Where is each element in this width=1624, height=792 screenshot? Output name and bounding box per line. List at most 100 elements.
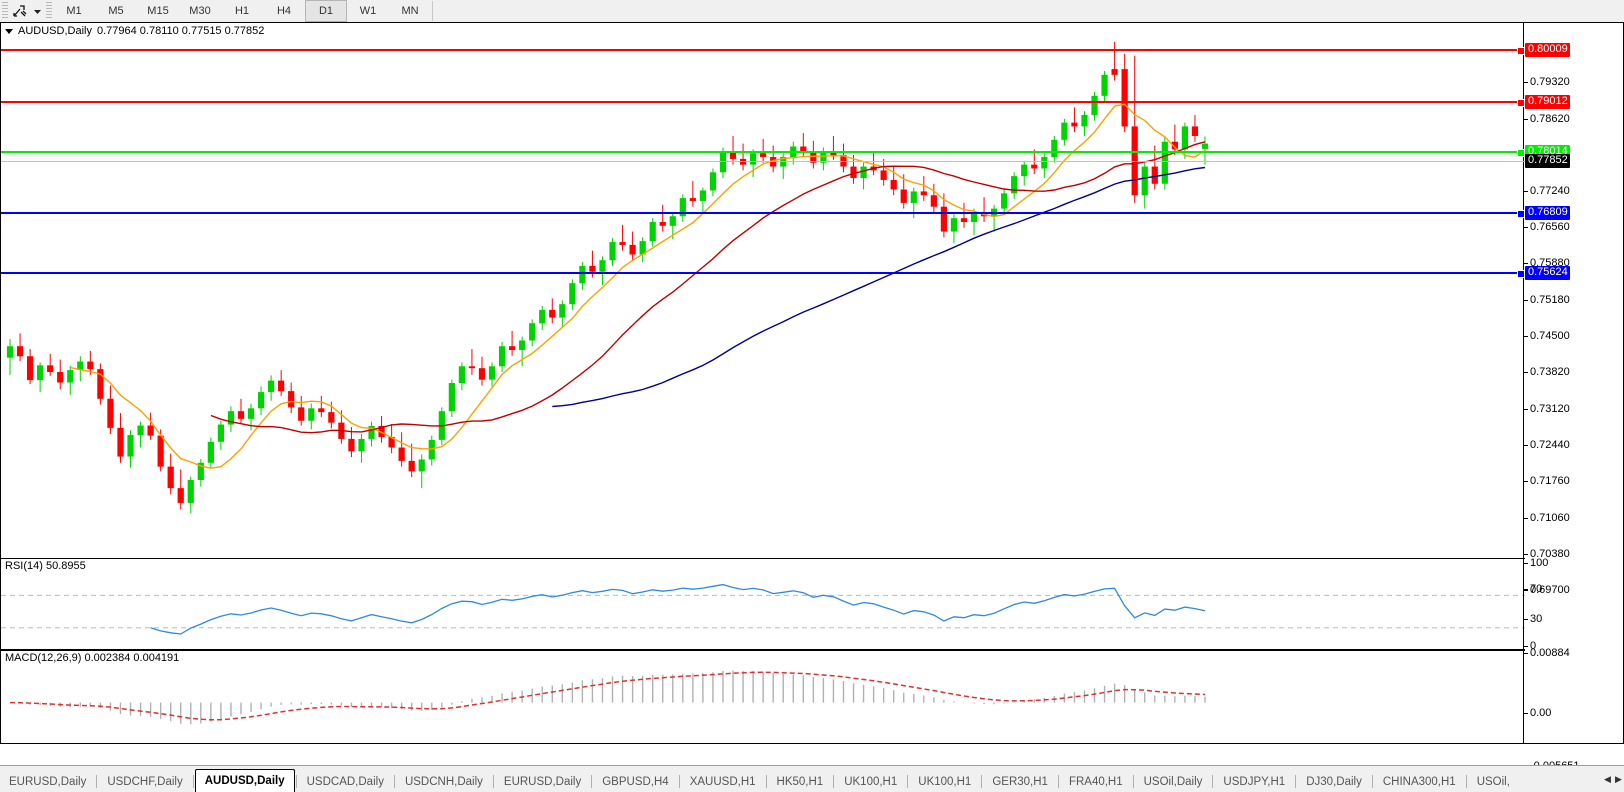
ma-fast-line bbox=[70, 103, 1206, 469]
price-tick-mark bbox=[1524, 589, 1528, 590]
chart-tab-audusd-daily[interactable]: AUDUSD,Daily bbox=[194, 769, 295, 792]
price-pane[interactable] bbox=[1, 39, 1525, 555]
chart-symbol-label: AUDUSD,Daily bbox=[18, 25, 92, 37]
price-tick-mark bbox=[1524, 82, 1528, 83]
level-line-0.75624[interactable] bbox=[1, 272, 1525, 274]
crosshair-cursor-icon[interactable] bbox=[8, 1, 30, 21]
timeframe-button-m1[interactable]: M1 bbox=[66, 5, 82, 17]
price-tick-mark bbox=[1524, 481, 1528, 482]
timeframe-button-m30[interactable]: M30 bbox=[189, 5, 211, 17]
tab-separator bbox=[833, 775, 835, 788]
macd-tick-label: 0.00884 bbox=[1530, 647, 1570, 659]
chart-tab-dj30-daily[interactable]: DJ30,Daily bbox=[1306, 776, 1362, 788]
rsi-label: RSI(14) 50.8955 bbox=[5, 560, 86, 572]
price-tick-mark bbox=[1524, 372, 1528, 373]
chart-tab-uk100-h1[interactable]: UK100,H1 bbox=[918, 776, 972, 788]
price-tick-mark bbox=[1524, 227, 1528, 228]
chart-tab-usoil-[interactable]: USOil, bbox=[1476, 776, 1510, 788]
price-tick-label: 0.78620 bbox=[1530, 113, 1570, 125]
price-tick-label: 0.73820 bbox=[1530, 366, 1570, 378]
level-handle-0.76809[interactable] bbox=[1517, 210, 1525, 218]
chevron-left-icon[interactable]: ◀ bbox=[1604, 773, 1611, 784]
chart-tab-usoil-daily[interactable]: USOil,Daily bbox=[1143, 776, 1203, 788]
price-scale[interactable]: 0.79320 0.78620 0.77240 0.76560 0.75880 0.751… bbox=[1523, 23, 1623, 772]
chart-tab-xauusd-h1[interactable]: XAUUSD,H1 bbox=[689, 776, 756, 788]
price-tag-0.79012[interactable]: 0.79012 bbox=[1525, 95, 1570, 109]
level-handle-0.79012[interactable] bbox=[1517, 99, 1525, 107]
tab-separator bbox=[393, 775, 395, 788]
price-tick-mark bbox=[1524, 263, 1528, 264]
timeframe-button-w1[interactable]: W1 bbox=[359, 5, 377, 17]
price-tick-label: 0.74500 bbox=[1530, 330, 1570, 342]
rsi-tick-label: 100 bbox=[1530, 557, 1549, 569]
chevron-down-icon[interactable] bbox=[30, 1, 44, 21]
timeframe-button-m15[interactable]: M15 bbox=[147, 5, 169, 17]
price-tick-mark bbox=[1524, 619, 1528, 620]
chevron-right-icon[interactable]: ▶ bbox=[1615, 773, 1622, 784]
chart-tab-eurusd-daily[interactable]: EURUSD,Daily bbox=[9, 776, 87, 788]
level-line-0.80009[interactable] bbox=[1, 49, 1525, 51]
toolbar-drag-handle[interactable] bbox=[2, 2, 8, 20]
chart-tab-usdchf-daily[interactable]: USDCHF,Daily bbox=[107, 776, 183, 788]
chart-tab-usdcad-daily[interactable]: USDCAD,Daily bbox=[306, 776, 384, 788]
triangle-down-icon[interactable] bbox=[5, 28, 13, 34]
level-line-0.78014[interactable] bbox=[1, 151, 1525, 153]
timeframe-button-m5[interactable]: M5 bbox=[108, 5, 124, 17]
ma-mid-line bbox=[210, 141, 1206, 434]
tab-separator bbox=[1371, 775, 1373, 788]
chart-tab-usdjpy-h1[interactable]: USDJPY,H1 bbox=[1223, 776, 1286, 788]
level-handle-0.75624[interactable] bbox=[1517, 270, 1525, 278]
level-handle-0.78014[interactable] bbox=[1517, 149, 1525, 157]
chart-tab-usdcnh-daily[interactable]: USDCNH,Daily bbox=[404, 776, 483, 788]
ma-slow-line bbox=[552, 166, 1206, 408]
tab-separator bbox=[678, 775, 680, 788]
chart-tab-uk100-h1[interactable]: UK100,H1 bbox=[844, 776, 898, 788]
rsi-line bbox=[150, 583, 1206, 635]
level-line-0.76809[interactable] bbox=[1, 212, 1525, 214]
price-tick-mark bbox=[1524, 409, 1528, 410]
price-tick-label: 0.75180 bbox=[1530, 294, 1570, 306]
price-tag-0.77852[interactable]: 0.77852 bbox=[1525, 154, 1570, 168]
level-handle-0.80009[interactable] bbox=[1517, 47, 1525, 55]
chart-tab-bar: EURUSD,Daily USDCHF,Daily AUDUSD,Daily USDC… bbox=[0, 765, 1624, 792]
level-line-0.77852[interactable] bbox=[1, 161, 1525, 162]
tab-separator bbox=[295, 775, 297, 788]
chart-tab-china300-h1[interactable]: CHINA300,H1 bbox=[1382, 776, 1456, 788]
price-tick-mark bbox=[1524, 646, 1528, 647]
price-tick-mark bbox=[1524, 518, 1528, 519]
price-tick-mark bbox=[1524, 653, 1528, 654]
chart-tab-hk50-h1[interactable]: HK50,H1 bbox=[776, 776, 824, 788]
timeframe-group-drag-handle[interactable] bbox=[46, 2, 52, 20]
price-tick-mark bbox=[1524, 590, 1528, 591]
level-line-0.79012[interactable] bbox=[1, 101, 1525, 103]
price-tag-0.76809[interactable]: 0.76809 bbox=[1525, 206, 1570, 220]
tab-separator bbox=[1465, 775, 1467, 788]
price-tick-label: 0.73120 bbox=[1530, 403, 1570, 415]
price-tick-mark bbox=[1524, 445, 1528, 446]
chart-tab-gbpusd-h4[interactable]: GBPUSD,H4 bbox=[602, 776, 669, 788]
price-tick-mark bbox=[1524, 713, 1528, 714]
timeframe-button-d1[interactable]: D1 bbox=[305, 0, 347, 22]
macd-pane[interactable]: MACD(12,26,9) 0.002384 0.004191 bbox=[1, 650, 1525, 741]
price-tick-mark bbox=[1524, 554, 1528, 555]
price-tag-0.80009[interactable]: 0.80009 bbox=[1525, 43, 1570, 57]
chart-ohlc-values: 0.77964 0.78110 0.77515 0.77852 bbox=[96, 25, 265, 37]
price-tick-label: 0.71060 bbox=[1530, 512, 1570, 524]
price-tick-label: 0.72440 bbox=[1530, 439, 1570, 451]
timeframe-button-h4[interactable]: H4 bbox=[276, 5, 292, 17]
tab-separator bbox=[96, 775, 98, 788]
price-tick-label: 0.79320 bbox=[1530, 76, 1570, 88]
price-tick-label: 0.71760 bbox=[1530, 475, 1570, 487]
price-tick-mark bbox=[1524, 119, 1528, 120]
price-tag-0.75624[interactable]: 0.75624 bbox=[1525, 266, 1570, 280]
chart-tab-fra40-h1[interactable]: FRA40,H1 bbox=[1068, 776, 1123, 788]
tab-separator bbox=[1057, 775, 1059, 788]
chart-tab-ger30-h1[interactable]: GER30,H1 bbox=[992, 776, 1048, 788]
timeframe-button-mn[interactable]: MN bbox=[401, 5, 419, 17]
candlestick-plot bbox=[6, 41, 1209, 514]
timeframe-button-h1[interactable]: H1 bbox=[234, 5, 250, 17]
chart-tab-eurusd-daily[interactable]: EURUSD,Daily bbox=[503, 776, 582, 788]
price-tick-label: 0.69700 bbox=[1530, 584, 1570, 596]
tab-separator bbox=[591, 775, 593, 788]
rsi-pane[interactable]: RSI(14) 50.8955 bbox=[1, 558, 1525, 650]
